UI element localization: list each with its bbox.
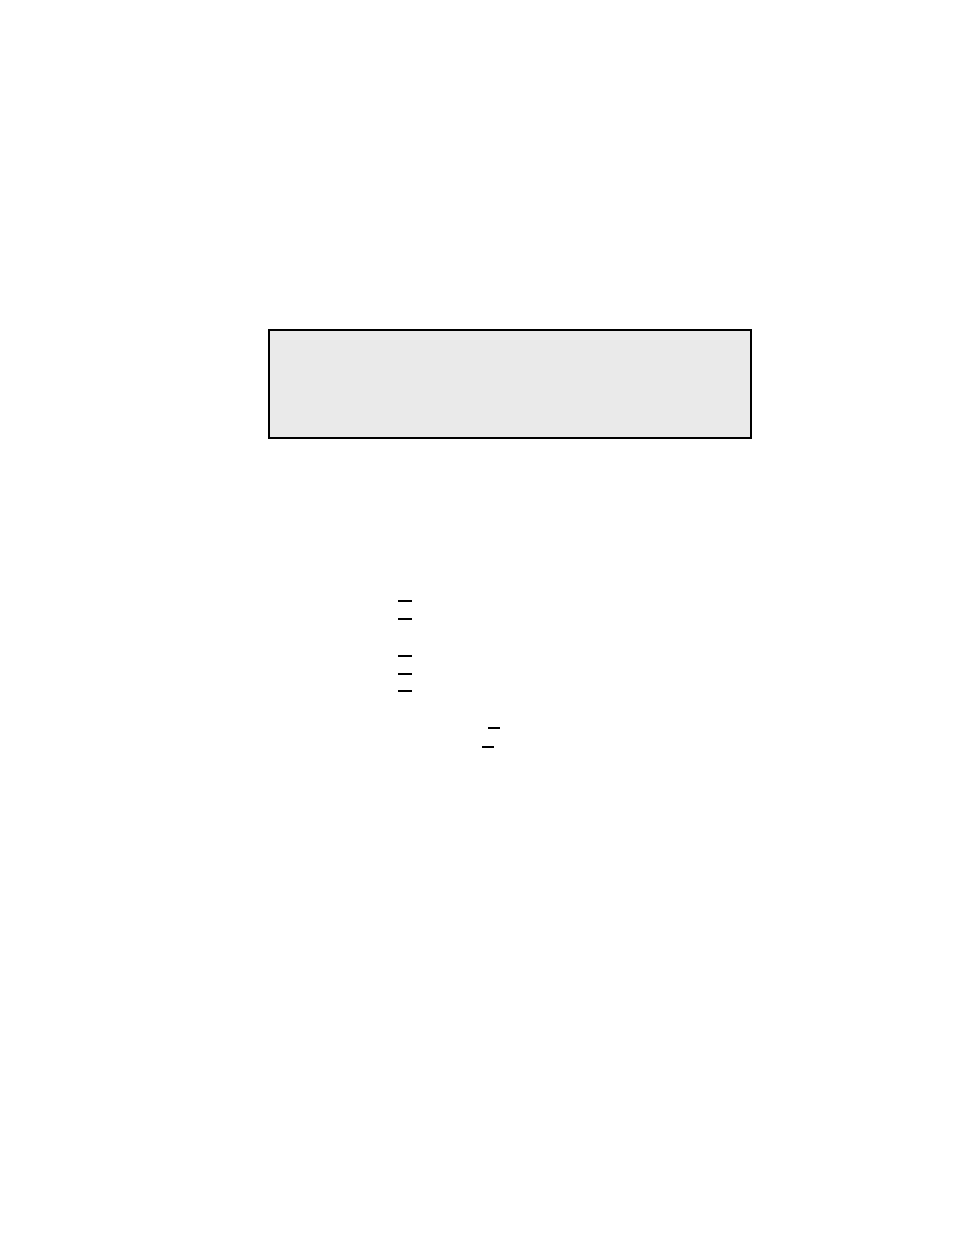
tick-mark bbox=[398, 618, 412, 620]
tick-marks-group bbox=[0, 0, 954, 1235]
tick-mark bbox=[398, 690, 412, 692]
tick-mark bbox=[398, 655, 412, 657]
tick-mark bbox=[482, 746, 494, 748]
tick-mark bbox=[488, 727, 500, 729]
tick-mark bbox=[398, 673, 412, 675]
document-page bbox=[0, 0, 954, 1235]
tick-mark bbox=[398, 600, 412, 602]
